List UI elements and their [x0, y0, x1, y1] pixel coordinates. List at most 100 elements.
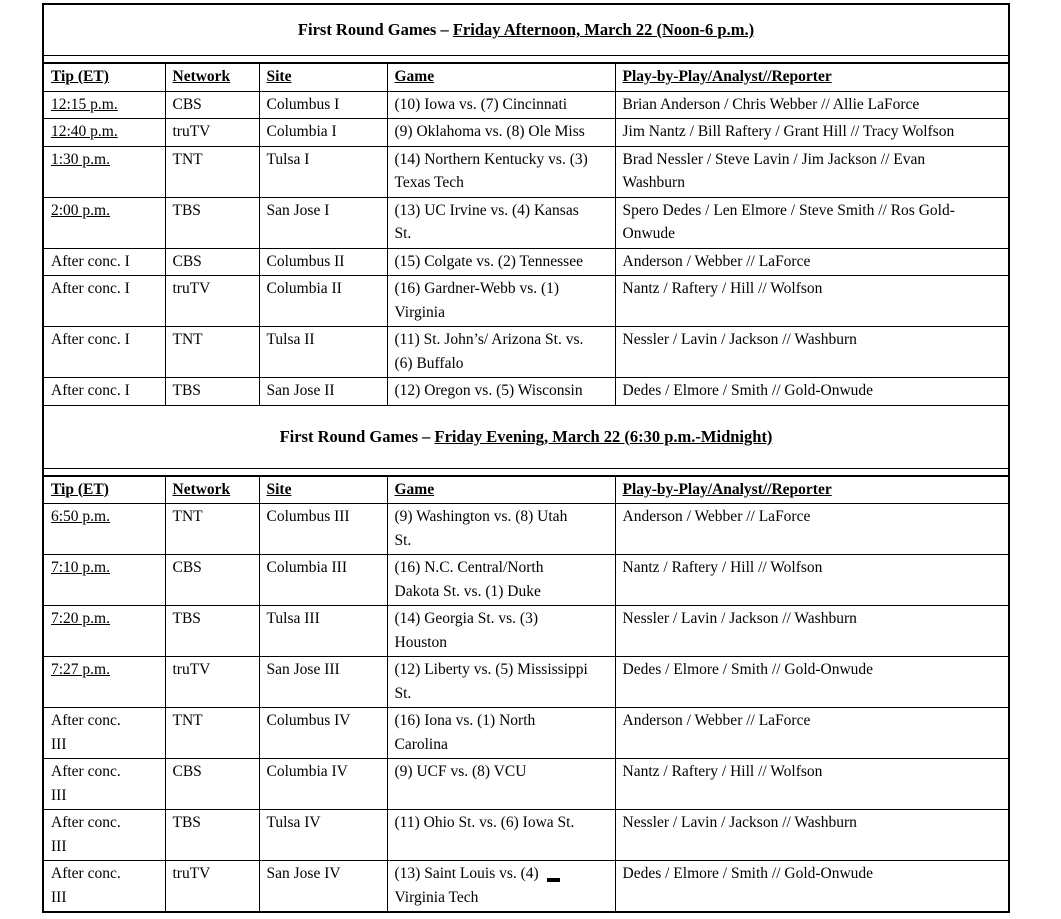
crew-cell: Nessler / Lavin / Jackson // Washburn — [614, 326, 1008, 378]
schedule-row: After conc. III CBS Columbia IV (9) UCF vs. … — [44, 758, 1008, 810]
site-cell: Tulsa II — [258, 326, 388, 378]
column-header: Tip (ET) — [44, 62, 166, 92]
tip-cell: After conc. III — [44, 758, 166, 810]
tip-cell: 7:27 p.m. — [44, 656, 166, 708]
network-cell: TNT — [164, 503, 260, 555]
game-cell: (11) St. John’s/ Arizona St. vs. (6) Buff… — [386, 326, 616, 378]
site-cell: San Jose III — [258, 656, 388, 708]
schedule-row: After conc. I CBS Columbus II (15) Colgate … — [44, 247, 1008, 276]
network-cell: TNT — [164, 707, 260, 759]
game-cell: (12) Liberty vs. (5) Mississippi St. — [386, 656, 616, 708]
schedule-row: 6:50 p.m. TNT Columbus III (9) Washington v… — [44, 503, 1008, 555]
schedule-row: 7:27 p.m. truTV San Jose III (12) Liberty v… — [44, 656, 1008, 708]
game-cell: (15) Colgate vs. (2) Tennessee — [386, 247, 616, 276]
site-cell: Tulsa IV — [258, 809, 388, 861]
column-header: Network — [164, 474, 260, 504]
column-header: Site — [258, 474, 388, 504]
schedule-row: 12:15 p.m. CBS Columbus I (10) Iowa vs. (7)… — [44, 90, 1008, 119]
column-header: Site — [258, 62, 388, 92]
crew-cell: Dedes / Elmore / Smith // Gold-Onwude — [614, 860, 1008, 911]
schedule-row: After conc. III TBS Tulsa IV (11) Ohio St. v… — [44, 809, 1008, 861]
schedule-row: 7:20 p.m. TBS Tulsa III (14) Georgia St. vs… — [44, 605, 1008, 657]
section-title-text: First Round Games – Friday Afternoon, Ma… — [298, 20, 754, 40]
site-cell: Columbus I — [258, 90, 388, 119]
crew-cell: Jim Nantz / Bill Raftery / Grant Hill //… — [614, 118, 1008, 147]
crew-cell: Anderson / Webber // LaForce — [614, 707, 1008, 759]
game-cell: (9) Oklahoma vs. (8) Ole Miss — [386, 118, 616, 147]
tip-cell: After conc. III — [44, 860, 166, 911]
crew-cell: Nantz / Raftery / Hill // Wolfson — [614, 554, 1008, 606]
crew-cell: Nessler / Lavin / Jackson // Washburn — [614, 809, 1008, 861]
tip-cell: 6:50 p.m. — [44, 503, 166, 555]
schedule-row: 2:00 p.m. TBS San Jose I (13) UC Irvine vs.… — [44, 196, 1008, 249]
crew-cell: Anderson / Webber // LaForce — [614, 503, 1008, 555]
schedule-row: After conc. III truTV San Jose IV (13) Saint… — [44, 860, 1008, 911]
site-cell: Columbia I — [258, 118, 388, 147]
game-cell: (13) Saint Louis vs. (4) Virginia Tech — [386, 860, 616, 911]
schedule-row: After conc. III TNT Columbus IV (16) Iona vs… — [44, 707, 1008, 759]
network-cell: truTV — [164, 860, 260, 911]
site-cell: San Jose I — [258, 196, 388, 249]
site-cell: Columbus IV — [258, 707, 388, 759]
section-title-prefix: First Round Games – — [279, 426, 435, 446]
section-title-underlined: Friday Afternoon, March 22 (Noon-6 p.m.) — [452, 20, 755, 39]
network-cell: TBS — [164, 809, 260, 861]
site-cell: Tulsa I — [258, 145, 388, 198]
network-cell: TBS — [164, 605, 260, 657]
game-cell: (11) Ohio St. vs. (6) Iowa St. — [386, 809, 616, 861]
page-border-box: First Round Games – Friday Afternoon, Ma… — [42, 3, 1010, 913]
network-cell: truTV — [164, 275, 260, 327]
stray-mark — [546, 878, 560, 882]
section-title-prefix: First Round Games – — [297, 20, 453, 39]
tip-cell: 12:15 p.m. — [44, 90, 166, 119]
schedule-row: After conc. I TBS San Jose II (12) Oregon v… — [44, 377, 1008, 406]
network-cell: TNT — [164, 145, 260, 198]
section-title-evening: First Round Games – Friday Evening, Marc… — [44, 406, 1008, 469]
schedule-row: 7:10 p.m. CBS Columbia III (16) N.C. Centra… — [44, 554, 1008, 606]
header-row: Tip (ET) Network Site Game Play-by-Play/Anal… — [44, 62, 1008, 92]
tip-cell: After conc. III — [44, 707, 166, 759]
column-header: Network — [164, 62, 260, 92]
crew-cell: Brian Anderson / Chris Webber // Allie L… — [614, 90, 1008, 119]
tip-cell: After conc. I — [44, 275, 166, 327]
network-cell: CBS — [164, 90, 260, 119]
header-row: Tip (ET) Network Site Game Play-by-Play/Anal… — [44, 474, 1008, 504]
tip-cell: 12:40 p.m. — [44, 118, 166, 147]
tip-cell: 1:30 p.m. — [44, 145, 166, 198]
crew-cell: Nessler / Lavin / Jackson // Washburn — [614, 605, 1008, 657]
game-cell: (9) Washington vs. (8) Utah St. — [386, 503, 616, 555]
site-cell: Columbus III — [258, 503, 388, 555]
tip-cell: After conc. III — [44, 809, 166, 861]
game-cell: (16) N.C. Central/North Dakota St. vs. (1… — [386, 554, 616, 606]
site-cell: Tulsa III — [258, 605, 388, 657]
tip-cell: After conc. I — [44, 326, 166, 378]
section-title-text: First Round Games – Friday Evening, Marc… — [280, 427, 773, 447]
column-header: Tip (ET) — [44, 474, 166, 504]
schedule-row: After conc. I TNT Tulsa II (11) St. John’s/… — [44, 326, 1008, 378]
tip-cell: 7:20 p.m. — [44, 605, 166, 657]
game-cell: (10) Iowa vs. (7) Cincinnati — [386, 90, 616, 119]
site-cell: Columbia IV — [258, 758, 388, 810]
network-cell: TBS — [164, 377, 260, 406]
afternoon-section: First Round Games – Friday Afternoon, Ma… — [44, 5, 1008, 406]
afternoon-schedule-table: Tip (ET) Network Site Game Play-by-Play/Anal… — [44, 62, 1008, 406]
section-title-underlined: Friday Evening, March 22 (6:30 p.m.-Midn… — [434, 426, 773, 446]
game-cell: (14) Georgia St. vs. (3) Houston — [386, 605, 616, 657]
evening-schedule-table: Tip (ET) Network Site Game Play-by-Play/Anal… — [44, 474, 1008, 911]
network-cell: CBS — [164, 247, 260, 276]
tip-cell: 7:10 p.m. — [44, 554, 166, 606]
crew-cell: Anderson / Webber // LaForce — [614, 247, 1008, 276]
game-cell: (12) Oregon vs. (5) Wisconsin — [386, 377, 616, 406]
column-header: Play-by-Play/Analyst//Reporter — [614, 62, 1008, 92]
crew-cell: Nantz / Raftery / Hill // Wolfson — [614, 758, 1008, 810]
crew-cell: Spero Dedes / Len Elmore / Steve Smith /… — [614, 196, 1008, 249]
network-cell: TBS — [164, 196, 260, 249]
tip-cell: After conc. I — [44, 377, 166, 406]
site-cell: Columbia II — [258, 275, 388, 327]
schedule-row: 1:30 p.m. TNT Tulsa I (14) Northern Kentuck… — [44, 145, 1008, 198]
network-cell: truTV — [164, 656, 260, 708]
network-cell: CBS — [164, 758, 260, 810]
site-cell: Columbia III — [258, 554, 388, 606]
crew-cell: Nantz / Raftery / Hill // Wolfson — [614, 275, 1008, 327]
